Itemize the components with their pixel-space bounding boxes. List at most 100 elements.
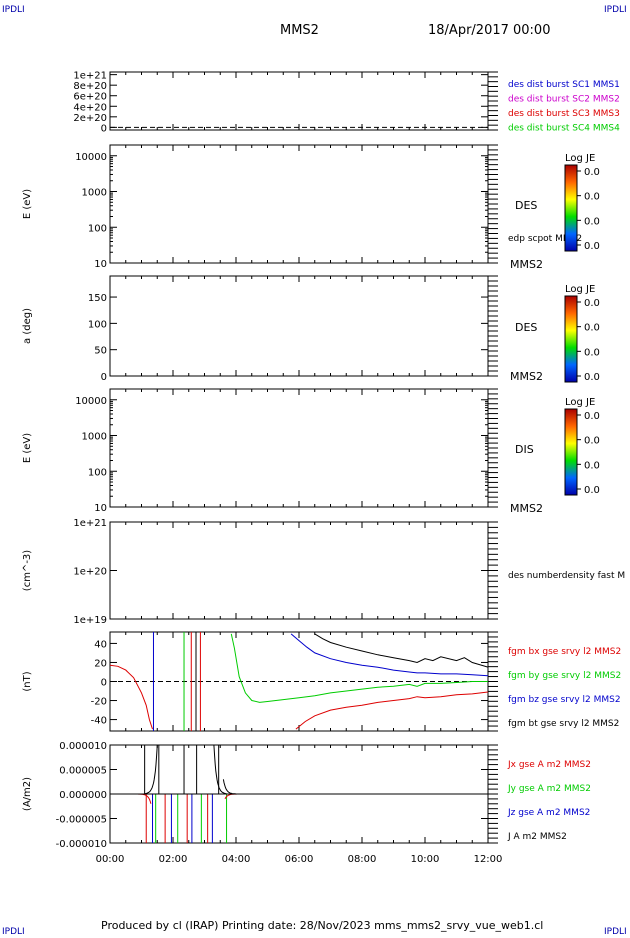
x-tick-label: 04:00: [222, 854, 251, 865]
colorbar: [564, 164, 578, 252]
x-tick-label: 00:00: [96, 854, 125, 865]
spacecraft-label: MMS2: [510, 502, 543, 515]
colorbar-title: Log JE: [565, 397, 595, 408]
y-axis-label: (nT): [22, 671, 33, 691]
panel-frame: [109, 275, 489, 377]
legend-entry: fgm bz gse srvy l2 MMS2: [508, 695, 621, 705]
colorbar-tick-label: 0.0: [584, 216, 600, 227]
corner-label-bottom-left: IPDLI: [2, 927, 25, 934]
y-tick-label: 10000: [75, 152, 107, 163]
y-tick-label: -0.000010: [56, 839, 107, 850]
extra-label: edp scpot MMS2: [508, 234, 582, 244]
current-envelope: [222, 779, 236, 795]
y-tick-label: 0.000010: [59, 741, 107, 752]
colorbar-tick-label: 0.0: [584, 436, 600, 447]
colorbar-title: Log JE: [565, 153, 595, 164]
legend-entry: des dist burst SC1 MMS1: [508, 80, 620, 90]
colorbar-tick-label: 0.0: [584, 241, 600, 252]
y-tick-label: 2e+20: [73, 113, 107, 124]
current-envelope: [138, 793, 152, 804]
legend-entry: des dist burst SC4 MMS4: [508, 124, 620, 134]
y-tick-label: 1e+21: [73, 71, 107, 82]
corner-label-left: IPDLI: [2, 5, 25, 15]
y-tick-label: 0.000005: [59, 766, 107, 777]
colorbar: [564, 408, 578, 496]
y-tick-label: 150: [88, 293, 107, 304]
series-line-bx: [110, 664, 488, 730]
panel-label: DES: [515, 321, 537, 334]
y-axis-label: E (eV): [22, 433, 33, 463]
x-tick-label: 10:00: [411, 854, 440, 865]
y-axis-label: E (eV): [22, 189, 33, 219]
y-tick-label: 100: [88, 467, 107, 478]
x-tick-label: 06:00: [285, 854, 314, 865]
y-axis-label: (cm^-3): [22, 550, 33, 591]
colorbar-tick-label: 0.0: [584, 347, 600, 358]
colorbar: [564, 295, 578, 383]
y-tick-label: 10000: [75, 396, 107, 407]
colorbar-tick-label: 0.0: [584, 167, 600, 178]
footer-text: Produced by cl (IRAP) Printing date: 28/…: [101, 919, 543, 932]
spacecraft-title: MMS2: [280, 23, 319, 38]
colorbar-tick-label: 0.0: [584, 485, 600, 496]
y-axis-label: a (deg): [22, 308, 33, 344]
colorbar-tick-label: 0.0: [584, 192, 600, 203]
corner-label-right: IPDLI: [604, 5, 627, 15]
y-tick-label: 0: [101, 123, 107, 134]
panel-frame: [109, 71, 489, 131]
y-tick-label: 1e+20: [73, 567, 107, 578]
y-tick-label: 0.000000: [59, 790, 107, 801]
y-tick-label: 6e+20: [73, 92, 107, 103]
date-title: 18/Apr/2017 00:00: [428, 23, 550, 38]
series-line-bz: [290, 633, 488, 677]
y-tick-label: 0: [101, 372, 107, 383]
y-tick-label: 0: [101, 678, 107, 689]
y-tick-label: 10: [94, 503, 107, 514]
legend-entry: Jx gse A m2 MMS2: [507, 760, 591, 770]
x-tick-label: 08:00: [348, 854, 377, 865]
y-tick-label: 100: [88, 319, 107, 330]
legend-entry: Jz gse A m2 MMS2: [507, 808, 590, 818]
legend-entry: fgm bt gse srvy l2 MMS2: [508, 719, 619, 729]
series-line-by: [230, 633, 488, 703]
y-tick-label: 1000: [82, 188, 107, 199]
current-envelope: [144, 745, 158, 795]
colorbar-tick-label: 0.0: [584, 298, 600, 309]
panel-frame: [109, 388, 489, 508]
y-tick-label: 4e+20: [73, 102, 107, 113]
colorbar-tick-label: 0.0: [584, 411, 600, 422]
panel-label: des numberdensity fast M: [508, 571, 625, 581]
corner-label-bottom-right: IPDLI: [604, 927, 627, 934]
y-tick-label: 50: [94, 346, 107, 357]
y-tick-label: 20: [94, 658, 107, 669]
y-tick-label: 1e+19: [73, 615, 107, 626]
legend-entry: J A m2 MMS2: [507, 832, 567, 842]
colorbar-title: Log JE: [565, 284, 595, 295]
y-tick-label: 100: [88, 223, 107, 234]
spacecraft-label: MMS2: [510, 370, 543, 383]
y-tick-label: 40: [94, 639, 107, 650]
spacecraft-label: MMS2: [510, 258, 543, 271]
y-tick-label: -20: [91, 697, 107, 708]
panel-frame: [109, 144, 489, 264]
legend-entry: fgm bx gse srvy l2 MMS2: [508, 647, 621, 657]
panel-label: DIS: [515, 443, 534, 456]
current-envelope: [213, 745, 227, 795]
legend-entry: Jy gse A m2 MMS2: [507, 784, 591, 794]
colorbar-tick-label: 0.0: [584, 323, 600, 334]
series-line-bt: [314, 633, 488, 668]
x-tick-label: 02:00: [159, 854, 188, 865]
y-tick-label: 1000: [82, 432, 107, 443]
legend-entry: fgm by gse srvy l2 MMS2: [508, 671, 621, 681]
y-tick-label: 8e+20: [73, 81, 107, 92]
y-axis-label: (A/m2): [22, 777, 33, 811]
panel-label: DES: [515, 199, 537, 212]
legend-entry: des dist burst SC3 MMS3: [508, 109, 620, 119]
y-tick-label: -40: [91, 716, 107, 727]
colorbar-tick-label: 0.0: [584, 460, 600, 471]
y-tick-label: 10: [94, 259, 107, 270]
y-tick-label: 1e+21: [73, 518, 107, 529]
panel-frame: [109, 521, 489, 620]
legend-entry: des dist burst SC2 MMS2: [508, 95, 620, 105]
